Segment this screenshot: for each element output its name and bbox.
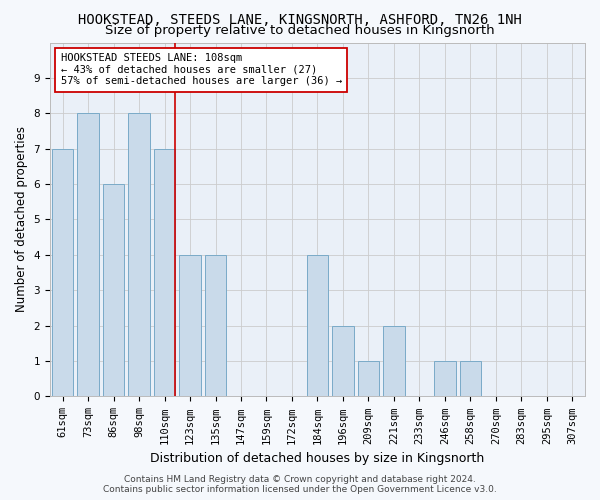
- Bar: [154, 148, 175, 396]
- Bar: [179, 255, 201, 396]
- Text: HOOKSTEAD STEEDS LANE: 108sqm
← 43% of detached houses are smaller (27)
57% of s: HOOKSTEAD STEEDS LANE: 108sqm ← 43% of d…: [61, 53, 342, 86]
- Bar: [434, 361, 455, 396]
- Bar: [332, 326, 354, 396]
- Bar: [103, 184, 124, 396]
- Text: HOOKSTEAD, STEEDS LANE, KINGSNORTH, ASHFORD, TN26 1NH: HOOKSTEAD, STEEDS LANE, KINGSNORTH, ASHF…: [78, 12, 522, 26]
- Bar: [307, 255, 328, 396]
- Bar: [460, 361, 481, 396]
- Bar: [77, 114, 99, 397]
- Bar: [128, 114, 150, 397]
- Text: Size of property relative to detached houses in Kingsnorth: Size of property relative to detached ho…: [105, 24, 495, 37]
- Y-axis label: Number of detached properties: Number of detached properties: [15, 126, 28, 312]
- Bar: [383, 326, 405, 396]
- X-axis label: Distribution of detached houses by size in Kingsnorth: Distribution of detached houses by size …: [151, 452, 485, 465]
- Bar: [205, 255, 226, 396]
- Bar: [52, 148, 73, 396]
- Text: Contains HM Land Registry data © Crown copyright and database right 2024.
Contai: Contains HM Land Registry data © Crown c…: [103, 474, 497, 494]
- Bar: [358, 361, 379, 396]
